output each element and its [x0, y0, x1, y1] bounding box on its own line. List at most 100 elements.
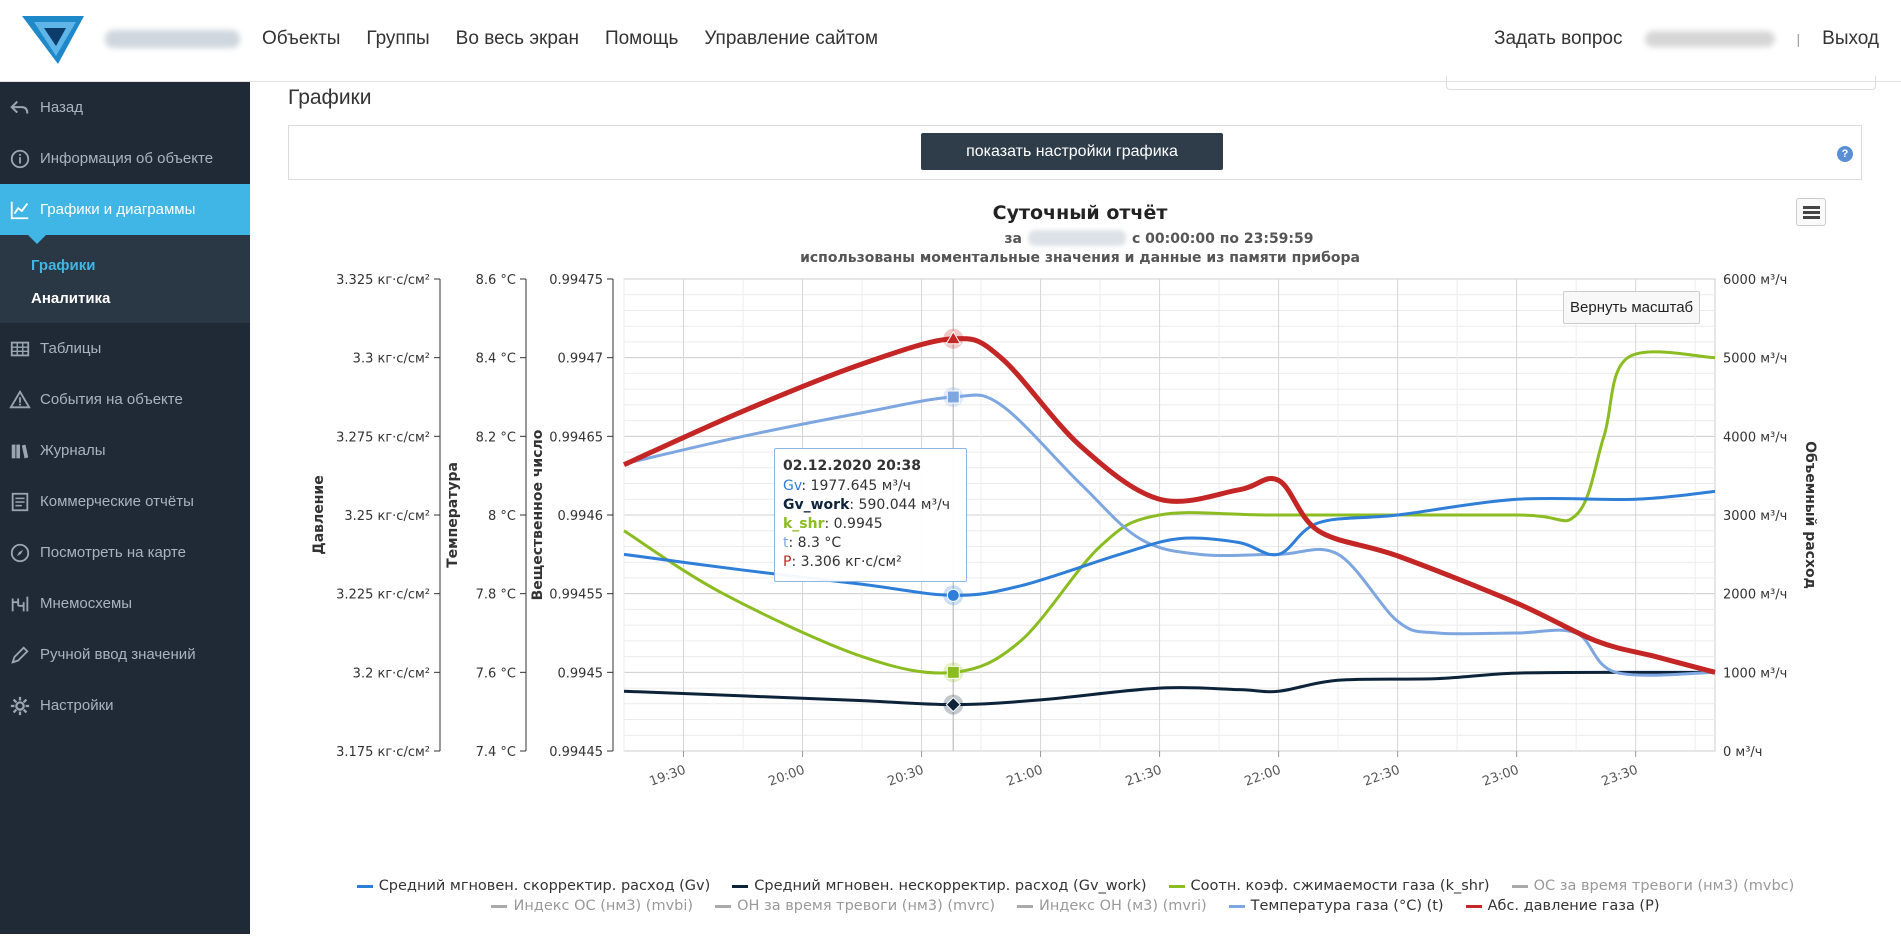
chart-subtitle-prefix: за [1004, 231, 1022, 247]
legend-label: Абс. давление газа (P) [1487, 898, 1660, 914]
sidebar-item[interactable]: Таблицы [0, 323, 250, 374]
legend-item[interactable]: Абс. давление газа (P) [1465, 898, 1660, 914]
x-tick-label: 21:00 [1005, 763, 1045, 790]
sidebar-item[interactable]: Коммерческие отчёты [0, 476, 250, 527]
top-nav-item[interactable]: Управление сайтом [704, 28, 879, 49]
x-tick-label: 21:30 [1124, 763, 1164, 790]
ask-question-link[interactable]: Задать вопрос [1493, 28, 1623, 49]
chart-subtitle-2: использованы моментальные значения и дан… [800, 250, 1360, 266]
pressure-tick-label: 3.3 кг·с/см² [353, 352, 430, 367]
tooltip-row: Gv_work: 590.044 м³/ч [783, 496, 958, 515]
sidebar-item-label: Ручной ввод значений [40, 646, 196, 663]
temperature-tick-label: 7.4 °C [476, 745, 516, 760]
legend-swatch [1465, 904, 1482, 908]
pressure-tick-label: 3.275 кг·с/см² [336, 430, 430, 445]
substance-tick-label: 0.9945 [558, 666, 604, 681]
series-line-Gv_work [623, 670, 1716, 707]
sidebar-item[interactable]: Назад [0, 82, 250, 133]
x-tick-label: 23:00 [1481, 763, 1521, 790]
chart-icon [8, 198, 32, 222]
sidebar-item[interactable]: Мнемосхемы [0, 578, 250, 629]
top-widget [1446, 76, 1876, 90]
legend-item[interactable]: Соотн. коэф. сжимаемости газа (k_shr) [1168, 878, 1490, 894]
warning-icon [8, 388, 32, 412]
user-name[interactable] [1644, 31, 1775, 47]
daily-report-chart: Суточный отчёт за с 00:00:00 по 23:59:59 ис… [250, 190, 1901, 934]
tooltip-series-value: : 1977.645 м³/ч [801, 478, 911, 494]
tooltip-series-name: Gv [783, 478, 802, 494]
chart-menu-button[interactable] [1796, 198, 1826, 226]
temperature-tick-label: 8.6 °C [476, 273, 516, 288]
chart-legend: Средний мгновен. скорректир. расход (Gv)… [250, 878, 1901, 918]
temperature-tick-label: 7.6 °C [476, 666, 516, 681]
sidebar-subitem[interactable]: Аналитика [31, 290, 111, 307]
sidebar-item[interactable]: События на объекте [0, 374, 250, 425]
top-nav-item[interactable]: Во весь экран [455, 28, 579, 49]
temperature-tick-label: 7.8 °C [476, 588, 516, 603]
table-icon [8, 337, 32, 361]
legend-label: Температура газа (°C) (t) [1250, 898, 1444, 914]
flow-axis-title: Объемный расход [1802, 441, 1818, 589]
top-nav-item[interactable]: Объекты [262, 28, 341, 49]
series-line-t [623, 393, 1716, 677]
sidebar-item[interactable]: Ручной ввод значений [0, 629, 250, 680]
sidebar-item-label: События на объекте [40, 391, 183, 408]
temperature-tick-label: 8.4 °C [476, 352, 516, 367]
legend-item[interactable]: Средний мгновен. нескорректир. расход (G… [732, 878, 1147, 894]
tooltip-series-name: Gv_work [783, 497, 850, 513]
pressure-tick-label: 3.175 кг·с/см² [336, 745, 430, 760]
sidebar-item[interactable]: Настройки [0, 680, 250, 731]
temperature-tick-label: 8 °C [488, 509, 516, 524]
tooltip-row: P: 3.306 кг·с/см² [783, 553, 958, 572]
sidebar: Назад Информация об объекте Графики и диаг… [0, 82, 250, 934]
show-chart-settings-button[interactable]: показать настройки графика [921, 133, 1223, 170]
sidebar-item-label: Настройки [40, 697, 114, 714]
tooltip-series-name: t [783, 535, 789, 551]
logout-link[interactable]: Выход [1822, 28, 1879, 49]
chart-tooltip: 02.12.2020 20:38 Gv: 1977.645 м³/ч Gv_wor… [774, 448, 967, 582]
series-line-P [622, 336, 1716, 675]
legend-label: ОС за время тревоги (нм3) (mvbc) [1533, 878, 1795, 894]
gear-icon [8, 694, 32, 718]
flow-tick-label: 4000 м³/ч [1723, 430, 1787, 445]
pressure-tick-label: 3.325 кг·с/см² [336, 273, 430, 288]
help-icon[interactable]: ? [1837, 146, 1853, 162]
legend-item[interactable]: ОС за время тревоги (нм3) (mvbc) [1511, 878, 1795, 894]
legend-swatch [1228, 904, 1245, 908]
sidebar-subitem[interactable]: Графики [31, 257, 96, 274]
sidebar-item-label: Таблицы [40, 340, 102, 357]
sidebar-item[interactable]: Графики и диаграммы [0, 184, 250, 244]
legend-swatch [1017, 904, 1033, 908]
marker-Gv_work [945, 696, 961, 713]
legend-item[interactable]: Индекс ОС (нм3) (mvbi) [491, 898, 693, 914]
substance-tick-label: 0.9946 [558, 509, 604, 524]
top-right-menu: Задать вопрос | Выход [1494, 28, 1879, 50]
flow-tick-label: 5000 м³/ч [1723, 352, 1787, 367]
legend-item[interactable]: Средний мгновен. скорректир. расход (Gv) [356, 878, 710, 894]
legend-swatch [1511, 884, 1528, 888]
top-nav-item[interactable]: Помощь [604, 28, 679, 49]
legend-item[interactable]: Температура газа (°C) (t) [1228, 898, 1444, 914]
temperature-axis-title: Температура [445, 462, 461, 568]
substance-tick-label: 0.99475 [549, 273, 603, 288]
chart-settings-bar: показать настройки графика ? [288, 125, 1862, 180]
legend-label: Средний мгновен. нескорректир. расход (G… [754, 878, 1147, 894]
top-nav-item[interactable]: Группы [366, 28, 430, 49]
reset-zoom-button[interactable]: Вернуть масштаб [1563, 291, 1701, 324]
legend-swatch [491, 904, 508, 908]
flow-tick-label: 6000 м³/ч [1723, 273, 1787, 288]
sidebar-item[interactable]: Журналы [0, 425, 250, 476]
logo-icon[interactable] [14, 12, 92, 68]
legend-item[interactable]: ОН за время тревоги (нм3) (mvrc) [715, 898, 995, 914]
tooltip-row: t: 8.3 °C [783, 534, 958, 553]
pressure-axis-title: Давление [311, 475, 327, 555]
sidebar-item[interactable]: Посмотреть на карте [0, 527, 250, 578]
legend-swatch [1168, 884, 1185, 888]
marker-Gv [946, 588, 960, 602]
legend-row: Индекс ОС (нм3) (mvbi) ОН за время тревог… [250, 898, 1901, 914]
chart-subtitle-suffix: с 00:00:00 по 23:59:59 [1132, 231, 1314, 247]
temperature-tick-label: 8.2 °C [476, 430, 516, 445]
sidebar-item[interactable]: Информация об объекте [0, 133, 250, 184]
tooltip-series-value: : 8.3 °C [788, 535, 842, 551]
legend-item[interactable]: Индекс ОН (м3) (mvri) [1017, 898, 1207, 914]
